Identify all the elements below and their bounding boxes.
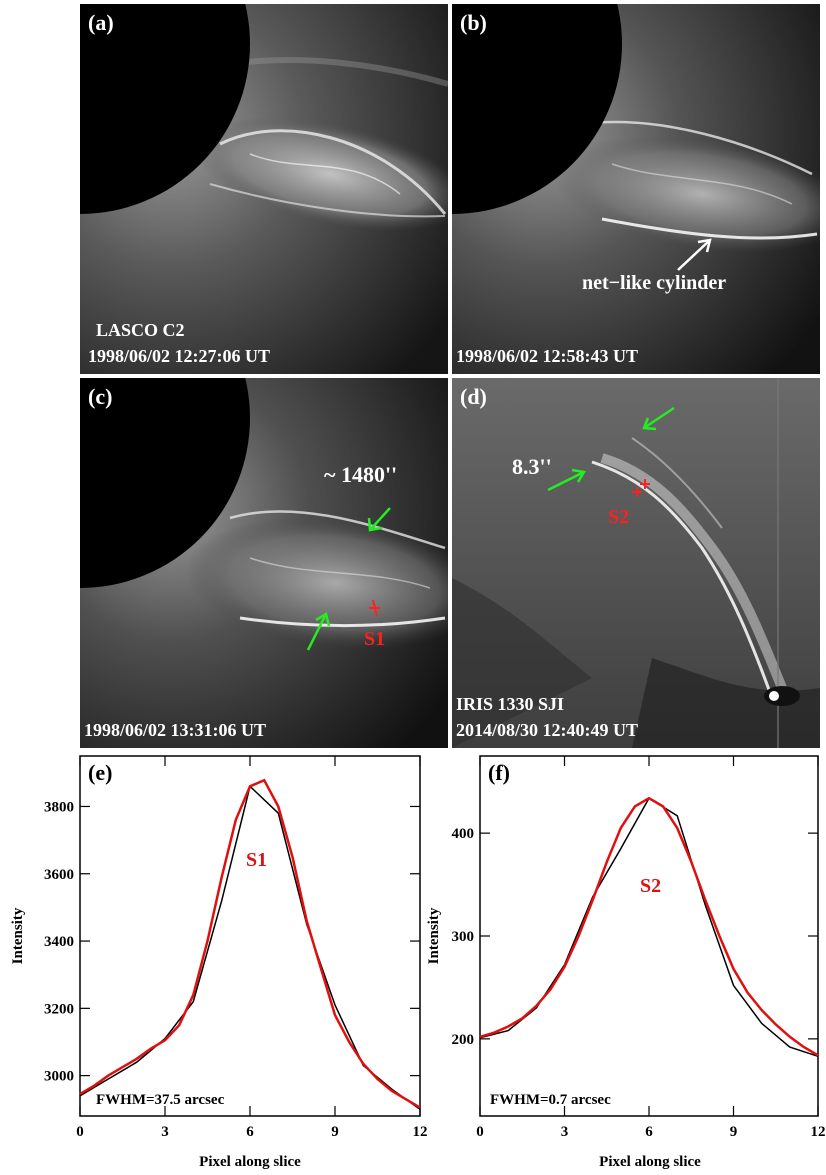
panel-a-image-art (80, 4, 448, 374)
panel-b-image-art (452, 4, 820, 374)
x-tick-label: 12 (811, 1124, 826, 1140)
instrument-label: IRIS 1330 SJI (456, 694, 565, 714)
profile-plot-f-svg: 0 3 6 9 12 200 300 400 (f) S2 FWHM=0.7 arcsec P… (426, 755, 826, 1170)
y-tick-label: 3400 (44, 934, 74, 950)
y-tick-label: 3000 (44, 1069, 74, 1085)
green-arrow-upper (369, 507, 391, 531)
y-axis-label: Intensity (10, 907, 26, 964)
profile-plot-f: 0 3 6 9 12 200 300 400 (f) S2 FWHM=0.7 arcsec P… (400, 750, 826, 1175)
size-annotation: ~ 1480'' (324, 462, 398, 487)
slice-marker-s2 (632, 479, 650, 497)
x-axis-label: Pixel along slice (199, 1154, 301, 1170)
size-annotation: 8.3'' (512, 454, 552, 479)
plot-panel-label: (e) (88, 760, 112, 785)
bright-footpoint (764, 686, 800, 706)
profile-plot-e: 0 3 6 9 12 3000 3200 3400 3600 3800 (e) S1 FWHM=3… (0, 750, 430, 1175)
x-tick-label: 0 (76, 1124, 84, 1140)
x-tick-label: 3 (561, 1124, 569, 1140)
y-tick-label: 200 (452, 1032, 475, 1048)
x-tick-label: 3 (161, 1124, 169, 1140)
timestamp: 1998/06/02 13:31:06 UT (84, 720, 266, 740)
occulter-disk (452, 4, 622, 214)
gaussian-fit-line (479, 796, 819, 1057)
x-tick-label: 6 (246, 1124, 254, 1140)
y-tick-label: 3800 (44, 799, 74, 815)
instrument-label: LASCO C2 (96, 320, 185, 340)
y-axis-label: Intensity (426, 907, 442, 964)
panel-d-image-art (452, 378, 820, 748)
panel-label: (a) (88, 10, 114, 35)
x-tick-label: 12 (413, 1124, 428, 1140)
fwhm-label: FWHM=37.5 arcsec (96, 1092, 225, 1108)
fwhm-label: FWHM=0.7 arcsec (490, 1092, 611, 1108)
x-tick-label: 9 (730, 1124, 738, 1140)
timestamp: 1998/06/02 12:27:06 UT (88, 346, 270, 366)
curve-label: S2 (640, 875, 661, 897)
panel-label: (d) (460, 384, 487, 409)
panel-label: (c) (88, 384, 113, 409)
x-axis-label: Pixel along slice (599, 1154, 701, 1170)
gaussian-fit-line (79, 778, 421, 1109)
panel-a-lasco-image: (a) LASCO C2 1998/06/02 12:27:06 UT (80, 4, 448, 374)
y-tick-label: 3600 (44, 867, 74, 883)
y-tick-label: 400 (452, 826, 475, 842)
plot-frame (479, 755, 819, 1117)
green-arrow-lower (306, 613, 328, 651)
x-tick-label: 0 (476, 1124, 484, 1140)
occulter-disk (80, 378, 250, 588)
panel-d-iris-image: (d) 8.3'' S2 IRIS 1330 SJI 2014/08/30 12… (452, 378, 820, 748)
green-arrow-left (547, 470, 585, 492)
panel-c-lasco-image: (c) ~ 1480'' S1 1998/06/02 13:31:06 UT (80, 378, 448, 748)
curve-label: S1 (246, 849, 267, 871)
y-tick-label: 300 (452, 929, 475, 945)
occulter-disk (80, 4, 250, 214)
axis-ticks: 0 3 6 9 12 3000 3200 3400 3600 3800 (44, 756, 428, 1140)
x-tick-label: 9 (331, 1124, 339, 1140)
panel-label: (b) (460, 10, 487, 35)
green-arrow-top (643, 406, 675, 430)
timestamp: 2014/08/30 12:40:49 UT (456, 720, 638, 740)
axis-ticks: 0 3 6 9 12 200 300 400 (452, 756, 826, 1140)
x-tick-label: 6 (645, 1124, 653, 1140)
plot-panel-label: (f) (488, 760, 510, 785)
panel-c-image-art (80, 378, 448, 748)
y-tick-label: 3200 (44, 1001, 74, 1017)
net-like-cylinder-annotation: net−like cylinder (582, 272, 727, 294)
slice-label: S2 (608, 506, 630, 528)
profile-plot-e-svg: 0 3 6 9 12 3000 3200 3400 3600 3800 (e) S1 FWHM=3… (10, 755, 428, 1170)
slice-label: S1 (364, 628, 386, 650)
timestamp: 1998/06/02 12:58:43 UT (456, 346, 638, 366)
white-arrow (677, 239, 711, 271)
panel-b-lasco-image: (b) net−like cylinder 1998/06/02 12:58:4… (452, 4, 820, 374)
